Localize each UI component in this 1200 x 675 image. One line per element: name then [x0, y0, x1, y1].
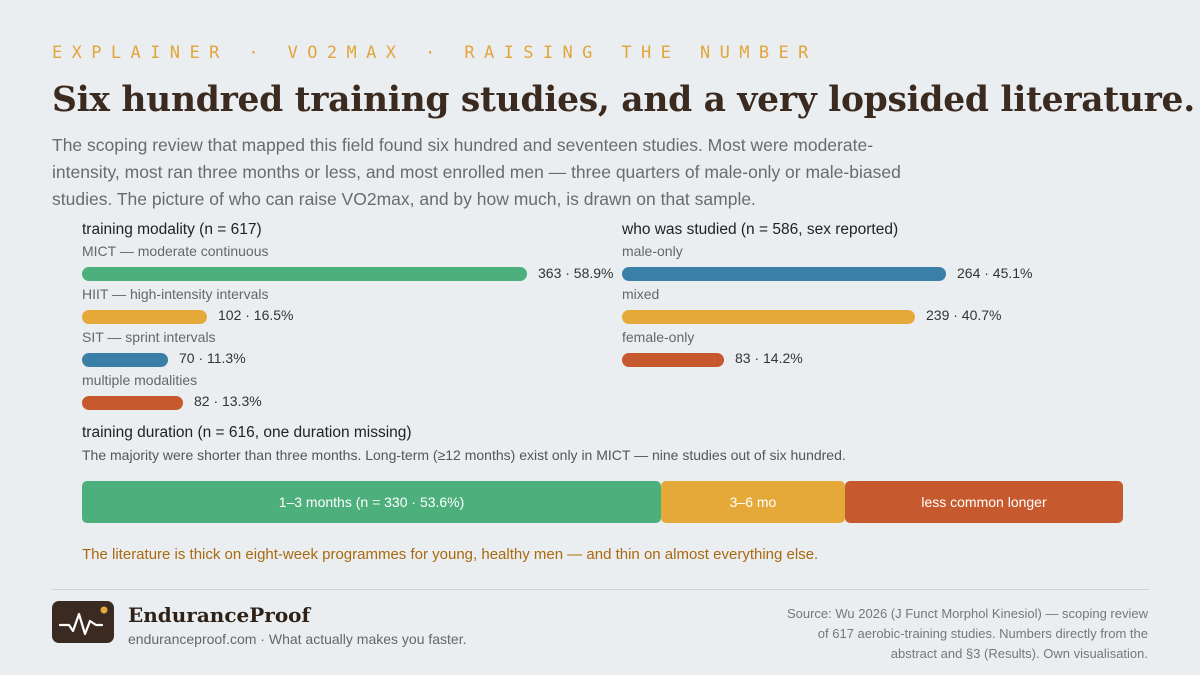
bar-value-label: 83 · 14.2% [735, 350, 803, 366]
bar-label: MICT — moderate continuous [82, 243, 269, 259]
duration-segment: 1–3 months (n = 330 · 53.6%) [82, 481, 661, 523]
footer-divider [52, 589, 1149, 590]
source-line: of 617 aerobic-training studies. Numbers… [817, 626, 1148, 641]
bar [622, 310, 915, 324]
bar-label: female-only [622, 329, 695, 345]
modality-chart-title: training modality (n = 617) [82, 221, 262, 238]
bar-value-label: 239 · 40.7% [926, 307, 1002, 323]
bar-label: HIIT — high-intensity intervals [82, 286, 269, 302]
bar [82, 267, 527, 281]
bar-label: multiple modalities [82, 372, 198, 388]
bar-value-label: 363 · 58.9% [538, 265, 614, 281]
bar [82, 310, 207, 324]
duration-segment: less common longer [845, 481, 1123, 523]
bar [622, 353, 724, 367]
duration-chart-title: training duration (n = 616, one duration… [82, 424, 412, 441]
bar-label: male-only [622, 243, 683, 259]
bar-value-label: 264 · 45.1% [957, 265, 1033, 281]
brand-name: EnduranceProof [128, 603, 311, 627]
bar [82, 396, 183, 410]
headline: Six hundred training studies, and a very… [52, 80, 1195, 120]
bar-value-label: 82 · 13.3% [194, 393, 262, 409]
brand-tagline: enduranceproof.com · What actually makes… [128, 631, 467, 647]
heartbeat-icon [52, 601, 114, 643]
takeaway: The literature is thick on eight-week pr… [82, 546, 819, 563]
bar-value-label: 70 · 11.3% [179, 350, 246, 366]
kicker: EXPLAINER · VO2MAX · RAISING THE NUMBER [52, 43, 818, 63]
duration-segment: 3–6 mo [661, 481, 845, 523]
sex-chart-title: who was studied (n = 586, sex reported) [622, 221, 899, 238]
source-line: Source: Wu 2026 (J Funct Morphol Kinesio… [786, 606, 1148, 621]
source-line: abstract and §3 (Results). Own visualisa… [890, 646, 1148, 661]
bar-label: mixed [622, 286, 660, 302]
lede: The scoping review that mapped this fiel… [52, 135, 901, 209]
bar-label: SIT — sprint intervals [82, 329, 216, 345]
duration-note: The majority were shorter than three mon… [82, 447, 846, 463]
bar-value-label: 102 · 16.5% [218, 307, 294, 323]
bar [82, 353, 168, 367]
source-note: Source: Wu 2026 (J Funct Morphol Kinesio… [758, 604, 1148, 664]
bar [622, 267, 946, 281]
